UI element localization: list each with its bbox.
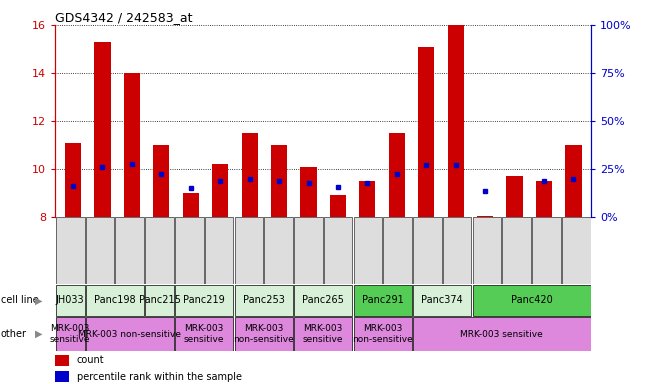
Text: Panc374: Panc374 xyxy=(421,295,463,306)
Bar xyxy=(413,318,590,351)
Bar xyxy=(86,285,144,316)
Bar xyxy=(55,355,69,366)
Bar xyxy=(183,193,199,217)
Bar xyxy=(413,285,471,316)
Text: Panc291: Panc291 xyxy=(362,295,404,306)
Text: JH033: JH033 xyxy=(56,295,85,306)
Bar xyxy=(56,318,85,351)
Text: MRK-003 sensitive: MRK-003 sensitive xyxy=(460,329,543,339)
Bar xyxy=(506,176,523,217)
Bar xyxy=(300,167,316,217)
Bar xyxy=(234,285,293,316)
Text: ▶: ▶ xyxy=(35,329,43,339)
Bar xyxy=(153,145,169,217)
Bar xyxy=(205,217,233,284)
Bar xyxy=(56,285,85,316)
Bar xyxy=(242,133,258,217)
Bar xyxy=(503,217,531,284)
Bar xyxy=(353,318,412,351)
Bar xyxy=(86,217,115,284)
Bar xyxy=(264,217,293,284)
Bar xyxy=(448,25,464,217)
Bar xyxy=(536,181,552,217)
Bar xyxy=(330,195,346,217)
Bar xyxy=(94,42,111,217)
Bar xyxy=(175,217,204,284)
Bar xyxy=(124,73,140,217)
Bar xyxy=(271,145,287,217)
Text: MRK-003
sensitive: MRK-003 sensitive xyxy=(184,324,225,344)
Bar xyxy=(56,217,85,284)
Text: Panc198: Panc198 xyxy=(94,295,135,306)
Bar xyxy=(294,285,352,316)
Bar xyxy=(353,285,412,316)
Bar xyxy=(55,371,69,382)
Text: MRK-003
sensitive: MRK-003 sensitive xyxy=(50,324,90,344)
Bar xyxy=(565,145,581,217)
Text: ▶: ▶ xyxy=(35,295,43,306)
Bar xyxy=(473,285,590,316)
Bar xyxy=(359,181,376,217)
Bar xyxy=(294,217,323,284)
Bar xyxy=(383,217,412,284)
Text: MRK-003
non-sensitive: MRK-003 non-sensitive xyxy=(352,324,413,344)
Bar xyxy=(65,142,81,217)
Bar xyxy=(443,217,471,284)
Bar xyxy=(294,318,352,351)
Bar xyxy=(86,318,174,351)
Text: Panc265: Panc265 xyxy=(302,295,344,306)
Bar xyxy=(115,217,144,284)
Bar xyxy=(175,285,233,316)
Text: MRK-003
non-sensitive: MRK-003 non-sensitive xyxy=(233,324,294,344)
Text: count: count xyxy=(77,356,104,366)
Bar xyxy=(234,217,263,284)
Bar xyxy=(532,217,561,284)
Text: MRK-003 non-sensitive: MRK-003 non-sensitive xyxy=(78,329,181,339)
Text: Panc420: Panc420 xyxy=(510,295,553,306)
Text: Panc215: Panc215 xyxy=(139,295,180,306)
Bar xyxy=(175,318,233,351)
Text: cell line: cell line xyxy=(1,295,38,306)
Bar xyxy=(324,217,352,284)
Bar xyxy=(477,216,493,217)
Text: GDS4342 / 242583_at: GDS4342 / 242583_at xyxy=(55,11,193,24)
Text: other: other xyxy=(1,329,27,339)
Bar xyxy=(234,318,293,351)
Bar xyxy=(145,285,174,316)
Bar xyxy=(212,164,229,217)
Bar xyxy=(418,46,434,217)
Text: MRK-003
sensitive: MRK-003 sensitive xyxy=(303,324,344,344)
Bar xyxy=(473,217,501,284)
Bar xyxy=(145,217,174,284)
Bar xyxy=(562,217,590,284)
Text: Panc253: Panc253 xyxy=(243,295,284,306)
Bar xyxy=(413,217,441,284)
Text: percentile rank within the sample: percentile rank within the sample xyxy=(77,372,242,382)
Bar xyxy=(389,133,405,217)
Bar xyxy=(353,217,382,284)
Text: Panc219: Panc219 xyxy=(184,295,225,306)
